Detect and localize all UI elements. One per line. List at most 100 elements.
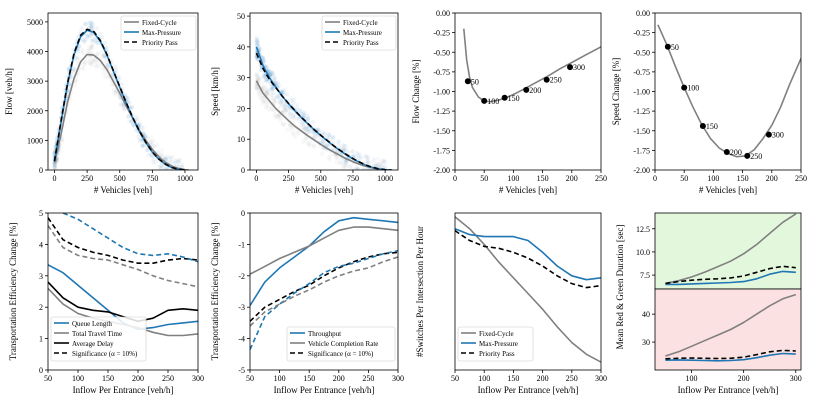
scatter-point-fixed <box>101 53 106 59</box>
scatter-point-fixed <box>348 167 354 170</box>
scatter-point-fixed <box>337 144 343 149</box>
scatter-point-fixed <box>163 156 169 161</box>
scatter-point-fixed <box>263 104 269 110</box>
scatter-point-fixed <box>135 134 141 139</box>
scatter-point-fixed <box>381 161 386 166</box>
scatter-point-maxp <box>88 23 93 29</box>
x-tick-label: 0 <box>453 174 457 183</box>
scatter-point-maxp <box>260 55 266 60</box>
scatter-point-fixed <box>90 45 95 50</box>
y-tick-label: 40 <box>642 310 650 319</box>
scatter-point-fixed <box>260 80 265 86</box>
scatter-point-fixed <box>315 136 320 141</box>
x-tick-label: 200 <box>566 174 578 183</box>
scatter-point-maxp <box>102 53 107 59</box>
scatter-point-maxp <box>320 130 325 135</box>
scatter-point-maxp <box>331 134 336 140</box>
scatter-point-fixed <box>126 119 132 124</box>
scatter-point-fixed <box>88 45 94 50</box>
scatter-point-fixed <box>260 95 265 100</box>
scatter-point-maxp <box>269 70 275 75</box>
series-line-unnamed-2 <box>665 349 796 360</box>
scatter-point-maxp <box>94 38 99 43</box>
scatter-point-maxp <box>140 143 145 149</box>
series-line-unnamed-2 <box>665 265 796 285</box>
series-line-unnamed-0 <box>665 213 797 285</box>
scatter-point-fixed <box>174 158 180 163</box>
scatter-point-fixed <box>357 152 362 157</box>
scatter-point-maxp <box>128 119 134 124</box>
scatter-point-maxp <box>89 20 94 25</box>
scatter-point-maxp <box>356 167 361 170</box>
scatter-point-maxp <box>366 167 371 170</box>
scatter-point-fixed <box>291 131 296 136</box>
scatter-point-maxp <box>291 100 296 106</box>
x-tick-label: 300 <box>192 374 204 383</box>
scatter-point-fixed <box>327 157 332 162</box>
scatter-point-maxp <box>145 148 150 153</box>
scatter-point-fixed <box>99 50 104 56</box>
background-green <box>655 213 801 289</box>
scatter-point-maxp <box>89 25 94 30</box>
scatter-point-fixed <box>175 159 181 165</box>
scatter-point-fixed <box>95 51 100 56</box>
scatter-point-fixed <box>257 94 262 99</box>
scatter-point-maxp <box>87 33 92 39</box>
x-tick-label: 100 <box>274 374 286 383</box>
y-tick-label: 4 <box>39 240 43 249</box>
data-point-label: 200 <box>730 148 742 157</box>
scatter-point-maxp <box>373 161 379 167</box>
data-point <box>744 152 751 159</box>
scatter-point-fixed <box>366 167 371 170</box>
scatter-point-fixed <box>270 107 275 112</box>
scatter-point-fixed <box>52 160 57 166</box>
scatter-point-fixed <box>145 135 150 140</box>
x-tick-label: 300 <box>595 374 607 383</box>
scatter-point-maxp <box>254 39 259 44</box>
y-tick-label: 2000 <box>27 107 43 116</box>
scatter-point-maxp <box>292 112 297 118</box>
scatter-point-fixed <box>159 152 164 157</box>
legend-label: Significance (α = 10%) <box>72 350 138 358</box>
y-tick-label: 1 <box>39 335 43 344</box>
scatter-point-fixed <box>326 155 332 160</box>
scatter-point-fixed <box>285 127 290 132</box>
scatter-point-maxp <box>320 139 326 144</box>
scatter-point-maxp <box>382 165 388 170</box>
data-point <box>723 148 730 155</box>
scatter-point-maxp <box>344 159 349 164</box>
x-tick-label: 150 <box>303 374 315 383</box>
data-point <box>664 43 671 50</box>
scatter-point-fixed <box>52 163 57 168</box>
scatter-point-maxp <box>262 71 267 76</box>
series-line-vehicle-completion-rate <box>250 226 398 275</box>
scatter-point-maxp <box>90 38 95 44</box>
scatter-point-fixed <box>300 140 306 145</box>
scatter-point-fixed <box>352 167 357 170</box>
scatter-point-fixed <box>154 142 159 147</box>
scatter-point-fixed <box>285 110 290 115</box>
scatter-point-fixed <box>77 57 82 62</box>
scatter-point-fixed <box>52 161 57 166</box>
scatter-point-maxp <box>119 81 124 87</box>
scatter-point-maxp <box>83 21 88 27</box>
scatter-point-fixed <box>290 113 296 119</box>
data-point <box>523 86 530 93</box>
series-line-throughput <box>250 216 398 307</box>
legend-box <box>321 15 397 51</box>
scatter-point-fixed <box>81 61 86 67</box>
scatter-point-maxp <box>255 57 260 62</box>
legend-box <box>457 326 534 362</box>
scatter-point-maxp <box>266 68 271 74</box>
scatter-point-fixed <box>366 159 371 164</box>
scatter-point-maxp <box>327 135 333 140</box>
scatter-point-maxp <box>382 159 388 165</box>
scatter-point-maxp <box>180 162 185 168</box>
scatter-point-fixed <box>306 141 311 146</box>
scatter-point-maxp <box>172 159 178 164</box>
scatter-point-maxp <box>354 165 359 170</box>
scatter-point-maxp <box>297 108 303 113</box>
scatter-point-fixed <box>328 153 333 158</box>
y-tick-label: -1.00 <box>433 88 450 97</box>
scatter-point-fixed <box>272 114 278 120</box>
